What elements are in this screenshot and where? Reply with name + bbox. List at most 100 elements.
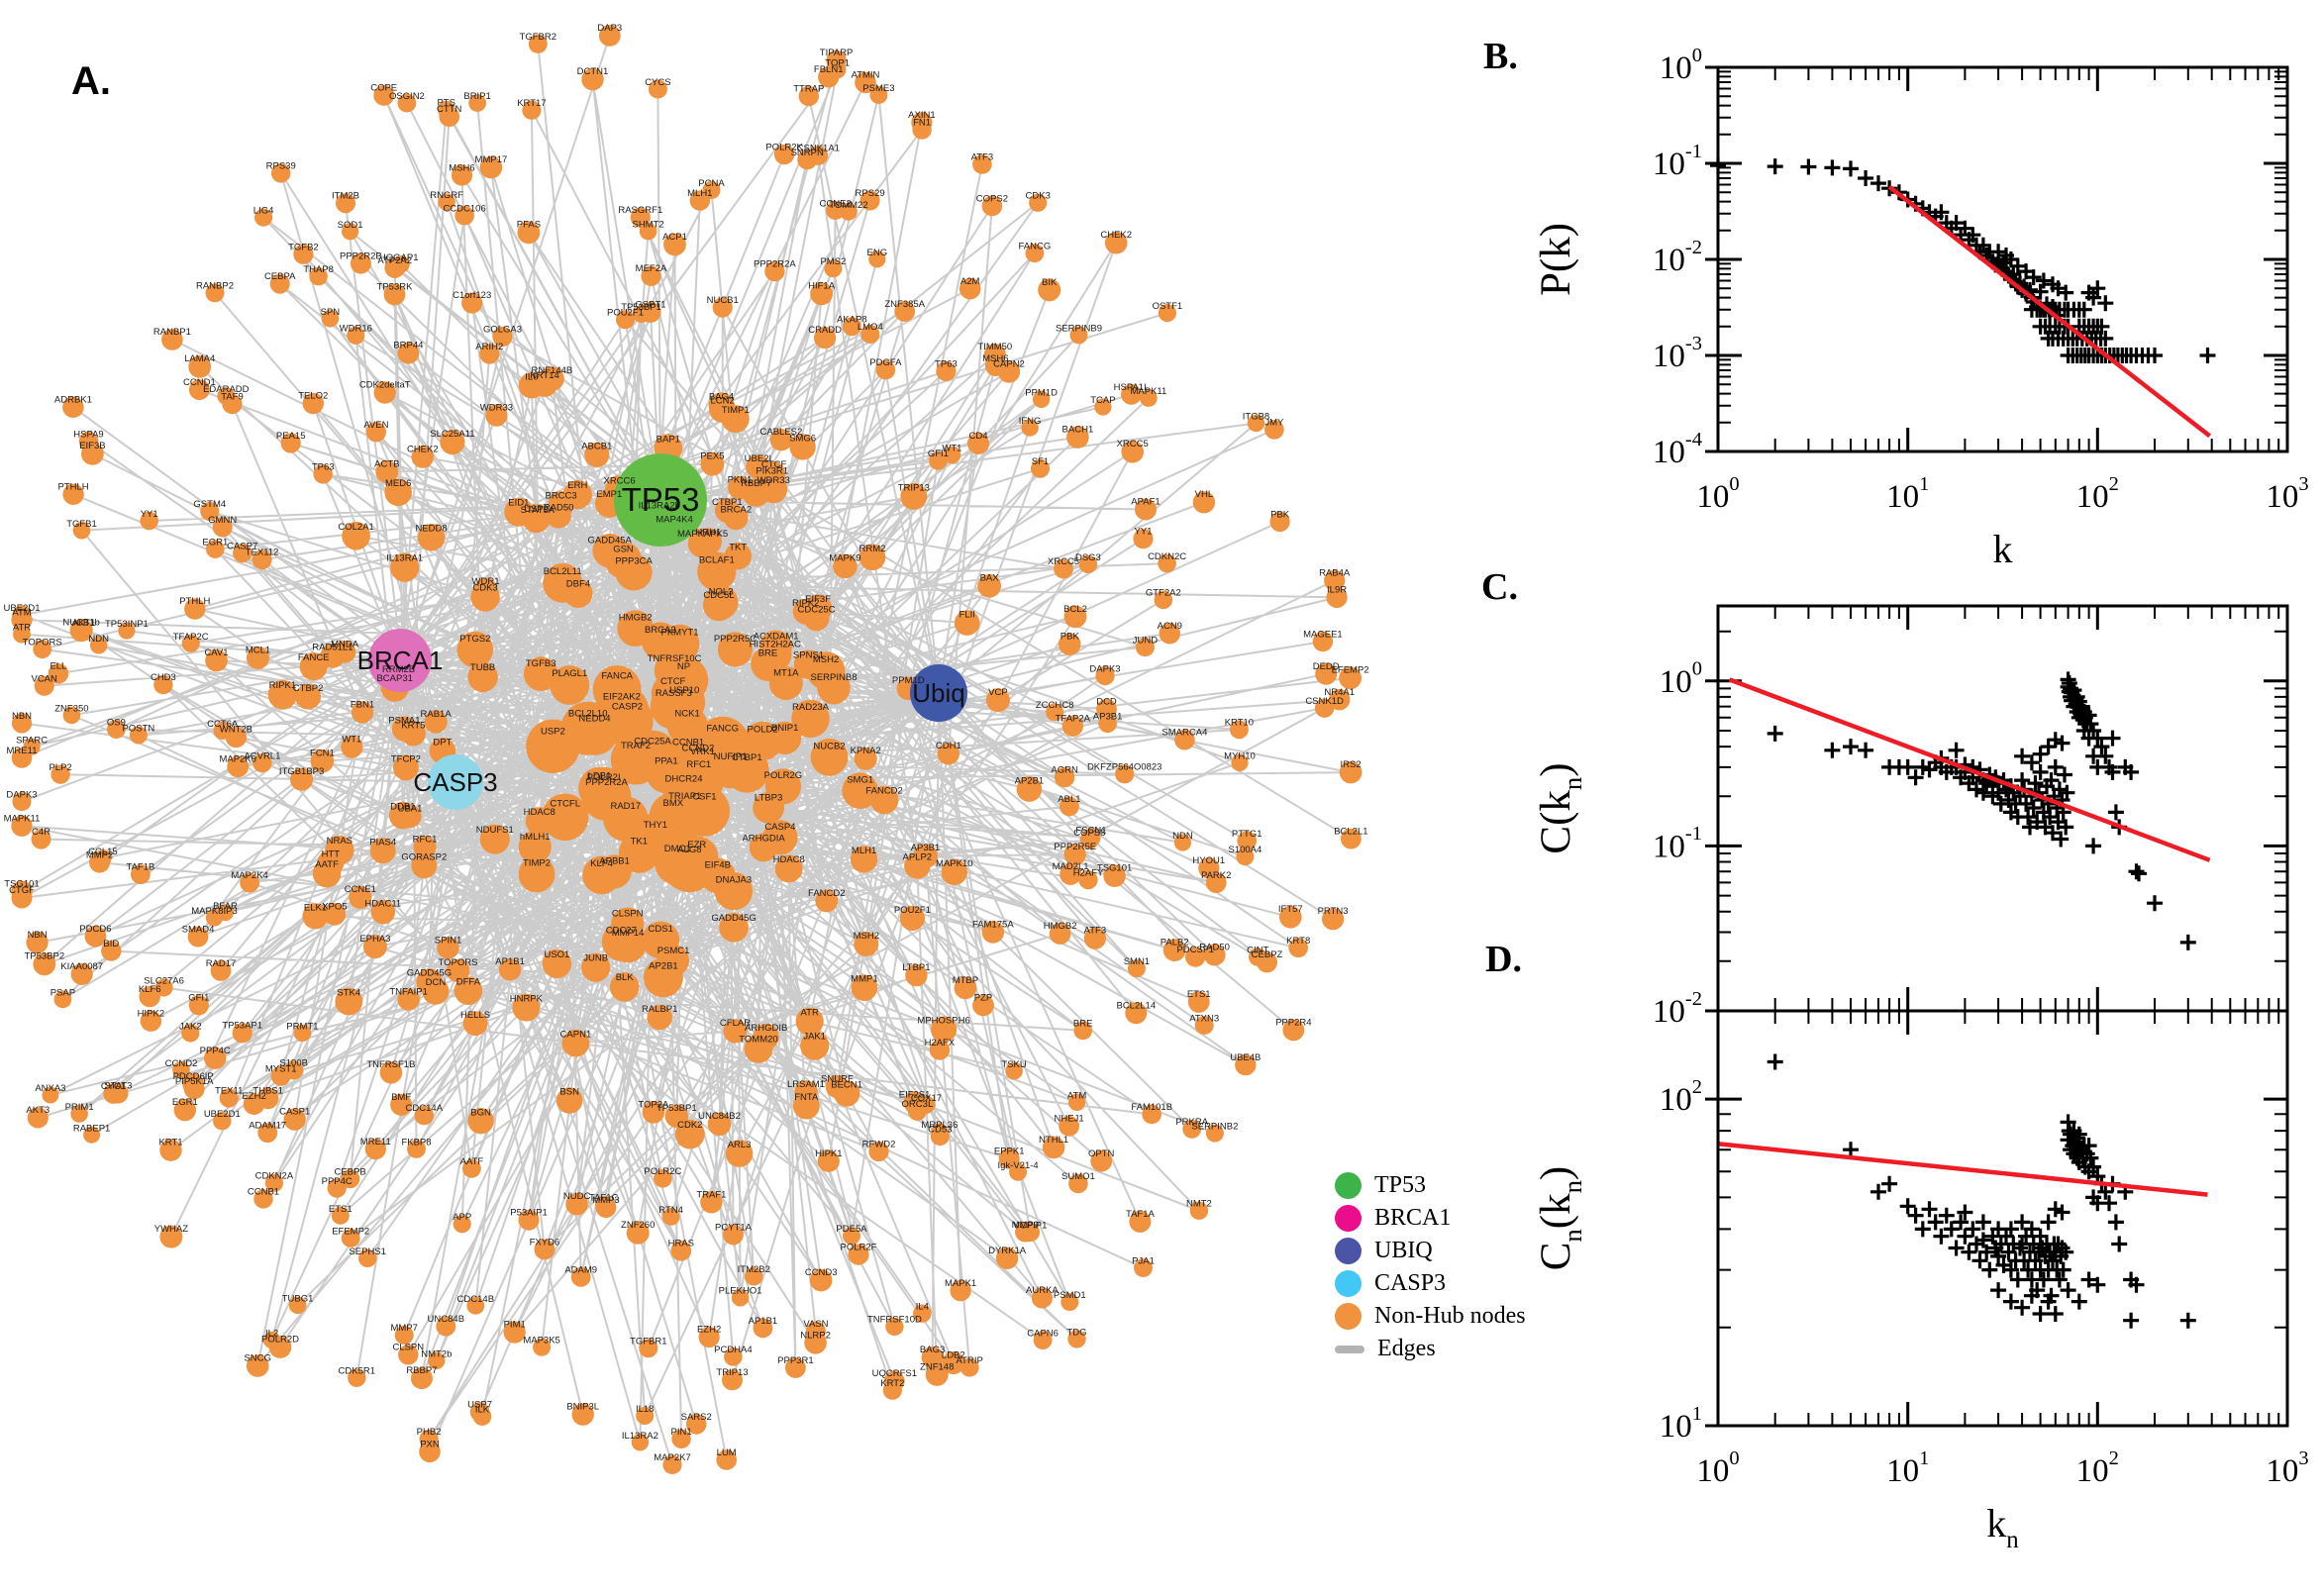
gene-label: DFFA (456, 976, 481, 987)
gene-label: CTBP2 (293, 683, 324, 694)
gene-label: IFT57 (1278, 904, 1303, 915)
gene-label: PIK3R1 (756, 466, 788, 477)
gene-node (89, 851, 111, 873)
gene-node (785, 1357, 806, 1378)
gene-node (42, 1086, 59, 1104)
y-tick-label: 100 (1660, 45, 1702, 86)
gene-node (254, 208, 273, 227)
gene-label: RAD50 (544, 502, 574, 513)
gene-node (227, 755, 250, 778)
gene-node (597, 854, 632, 889)
gene-label: TGFBR2 (520, 32, 556, 43)
gene-label: BMX (663, 798, 684, 809)
gene-label: UNC84B2 (698, 1111, 741, 1122)
gene-label: MED6 (385, 478, 411, 489)
gene-node (27, 1107, 49, 1129)
gene-label: MYH10 (1224, 751, 1256, 762)
gene-label: UBE2D1 (204, 1109, 241, 1120)
gene-node (417, 524, 446, 551)
gene-label: THY1 (644, 820, 667, 831)
gene-label: PFAS (517, 220, 541, 231)
gene-node (468, 94, 486, 112)
gene-node (1205, 1124, 1224, 1143)
gene-label: hMLH1 (520, 832, 551, 843)
gene-node (466, 1296, 485, 1315)
gene-label: ATP2A2 (377, 255, 412, 266)
gene-node (161, 329, 183, 350)
gene-node (479, 155, 503, 179)
gene-node (615, 553, 653, 591)
gene-node (528, 34, 548, 53)
gene-node (851, 974, 878, 1001)
gene-label: PDE5A (836, 1224, 867, 1235)
gene-node (252, 549, 272, 570)
gene-node (257, 1123, 278, 1144)
gene-label: ATM (1067, 1090, 1086, 1101)
gene-label: IL6 (525, 372, 538, 383)
gene-label: COPS8 (1073, 828, 1105, 839)
legend-item-edges: Edges (1335, 1333, 1526, 1365)
gene-label: EIF2AK2 (603, 691, 641, 702)
gene-label: VCP (988, 687, 1008, 698)
gene-label: ORC3L (902, 1099, 934, 1110)
gene-label: YY1 (141, 509, 158, 520)
gene-node (1127, 959, 1146, 978)
gene-label: S100B (279, 1058, 308, 1069)
y-tick-label: 10-1 (1653, 823, 1702, 864)
gene-node (512, 993, 541, 1022)
gene-node (789, 434, 816, 460)
gene-label: CTGF (9, 885, 35, 896)
gene-node (981, 921, 1005, 944)
legend-label: TP53 (1374, 1172, 1427, 1198)
gene-node (1068, 1173, 1088, 1194)
gene-label: ZNF350 (54, 703, 88, 714)
gene-label: TIPARP (820, 48, 854, 58)
gene-label: HRAS (668, 1239, 694, 1249)
gene-label: KIAA0087 (60, 961, 103, 972)
gene-label: CCND2 (682, 743, 715, 753)
gene-node (479, 824, 510, 854)
gene-label: MAPK11 (1131, 386, 1167, 397)
x-tick-label: 103 (2266, 1447, 2308, 1489)
gene-label: RNGRF (430, 190, 463, 201)
gene-label: SPN (321, 307, 341, 318)
gene-node (479, 344, 500, 364)
gene-node (213, 1112, 232, 1131)
gene-node (565, 1192, 588, 1216)
gene-node (630, 207, 651, 228)
gene-label: PKN1 (728, 474, 753, 485)
gene-label: HIST2H2AC (750, 640, 801, 650)
gene-node (719, 913, 749, 943)
gene-node (854, 747, 877, 770)
gene-node (1159, 623, 1181, 645)
gene-label: OPTN (1088, 1148, 1115, 1159)
gene-label: CFLAR (720, 1018, 751, 1029)
gene-label: TUBB (470, 662, 495, 673)
gene-node (913, 1304, 932, 1323)
gene-label: CAPN2 (993, 359, 1025, 370)
gene-node (313, 464, 333, 484)
gene-label: CTCFL (550, 799, 580, 810)
gene-node (609, 972, 640, 1002)
gene-label: NUCB2 (813, 741, 845, 751)
gene-node (550, 665, 590, 705)
gene-node (335, 987, 363, 1016)
gene-label: RFC1 (686, 759, 711, 770)
gene-label: PPM1D (892, 675, 925, 686)
gene-node (641, 265, 661, 286)
gene-node (384, 478, 413, 507)
gene-node (810, 738, 849, 776)
gene-label: MAPK10 (936, 858, 973, 869)
gene-label: SHMT2 (632, 220, 663, 231)
gene-label: APBB1 (599, 856, 630, 867)
gene-node (252, 753, 272, 773)
gene-node (454, 976, 483, 1005)
gene-label: TRIP13 (898, 482, 930, 493)
gene-node (542, 793, 589, 841)
gene-label: ERH (567, 480, 587, 491)
gene-label: CTCF (761, 459, 787, 470)
gene-node (1061, 715, 1084, 737)
gene-node (795, 1007, 824, 1036)
gene-label: BRCC3 (545, 490, 576, 501)
